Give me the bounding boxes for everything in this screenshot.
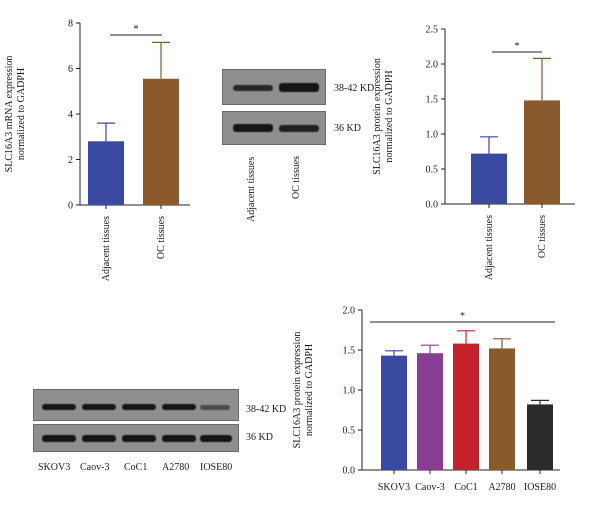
y-tick-label: 0: [68, 201, 73, 212]
tissue-band: [279, 125, 319, 132]
y-tick-label: 1.5: [426, 95, 439, 106]
bar: [527, 404, 553, 470]
cell-band: [200, 435, 232, 442]
y-tick-label: 2: [68, 155, 73, 166]
y-tick-label: 1.0: [426, 130, 439, 141]
y-tick-label: 2.5: [426, 25, 439, 36]
cell-lane-label: CoC1: [124, 462, 148, 473]
cell-lane-label: A2780: [162, 462, 190, 473]
cell-lane-label: IOSE80: [200, 462, 233, 473]
x-tick-label: IOSE80: [524, 482, 556, 493]
x-tick-label: OC tissues: [537, 215, 548, 258]
cell-band: [82, 435, 116, 442]
x-tick-label: OC tissues: [156, 216, 167, 259]
cell-band-label-36kd: 36 KD: [246, 432, 273, 443]
significance-marker: *: [515, 41, 520, 52]
bar: [417, 353, 443, 470]
y-tick-label: 0.5: [426, 165, 439, 176]
y-axis-label: normalized to GADPH: [304, 344, 315, 436]
cell-band: [122, 435, 156, 442]
x-tick-label: CoC1: [454, 482, 477, 493]
cell-blot-panel-38-42kd: [33, 389, 239, 421]
tissue-band: [233, 85, 273, 91]
bar: [143, 78, 179, 205]
y-tick-label: 1.5: [343, 346, 356, 357]
y-tick-label: 1.0: [343, 386, 356, 397]
bar: [489, 348, 515, 470]
tissue-band: [233, 124, 273, 132]
x-tick-label: Caov-3: [415, 482, 444, 493]
significance-marker: *: [460, 311, 465, 322]
bar: [381, 355, 407, 470]
cell-band: [42, 404, 76, 410]
significance-marker: *: [134, 24, 139, 35]
cell-lane-label: Caov-3: [80, 462, 110, 473]
tissue-band-label-36kd: 36 KD: [334, 123, 361, 134]
y-tick-label: 0.0: [426, 200, 439, 211]
tissue-blot-panel-38-42kd: [222, 69, 326, 105]
bar: [524, 100, 560, 204]
cell-band: [162, 404, 196, 410]
cell-band-label-38-42kd: 38-42 KD: [246, 404, 287, 415]
cell-band: [200, 405, 230, 410]
y-tick-label: 0.0: [343, 466, 356, 477]
y-tick-label: 6: [68, 64, 73, 75]
tissue-lane-label-oc: OC tissues: [291, 155, 302, 199]
bar: [471, 153, 507, 204]
y-axis-label: SLC16A3 mRNA expression: [4, 56, 15, 173]
cell-blot-panel-36kd: [33, 424, 239, 452]
tissue-band-label-38-42kd: 38-42 KD: [334, 83, 375, 94]
bar: [453, 343, 479, 470]
y-axis-label: SLC16A3 protein expression: [292, 332, 303, 449]
tissue-blot-panel-36kd: [222, 111, 326, 145]
cell-lane-label: SKOV3: [38, 462, 71, 473]
tissue-band: [279, 83, 319, 92]
y-axis-label: normalized to GADPH: [16, 68, 27, 160]
y-tick-label: 2.0: [343, 306, 356, 317]
x-tick-label: Adjacent tissues: [101, 216, 112, 281]
y-tick-label: 0.5: [343, 426, 356, 437]
y-axis-label: normalized to GADPH: [384, 70, 395, 162]
cell-band: [82, 404, 116, 410]
y-tick-label: 2.0: [426, 60, 439, 71]
cell-band: [122, 404, 156, 410]
x-tick-label: Adjacent tissues: [484, 215, 495, 280]
y-tick-label: 8: [68, 19, 73, 30]
x-tick-label: A2780: [488, 482, 515, 493]
y-axis-label: SLC16A3 protein expression: [372, 58, 383, 175]
tissue-lane-label-adjacent: Adjacent tissues: [246, 156, 257, 222]
cell-band: [162, 435, 196, 442]
y-tick-label: 4: [68, 110, 73, 121]
cell-band: [42, 435, 76, 442]
x-tick-label: SKOV3: [378, 482, 410, 493]
bar: [88, 141, 124, 205]
